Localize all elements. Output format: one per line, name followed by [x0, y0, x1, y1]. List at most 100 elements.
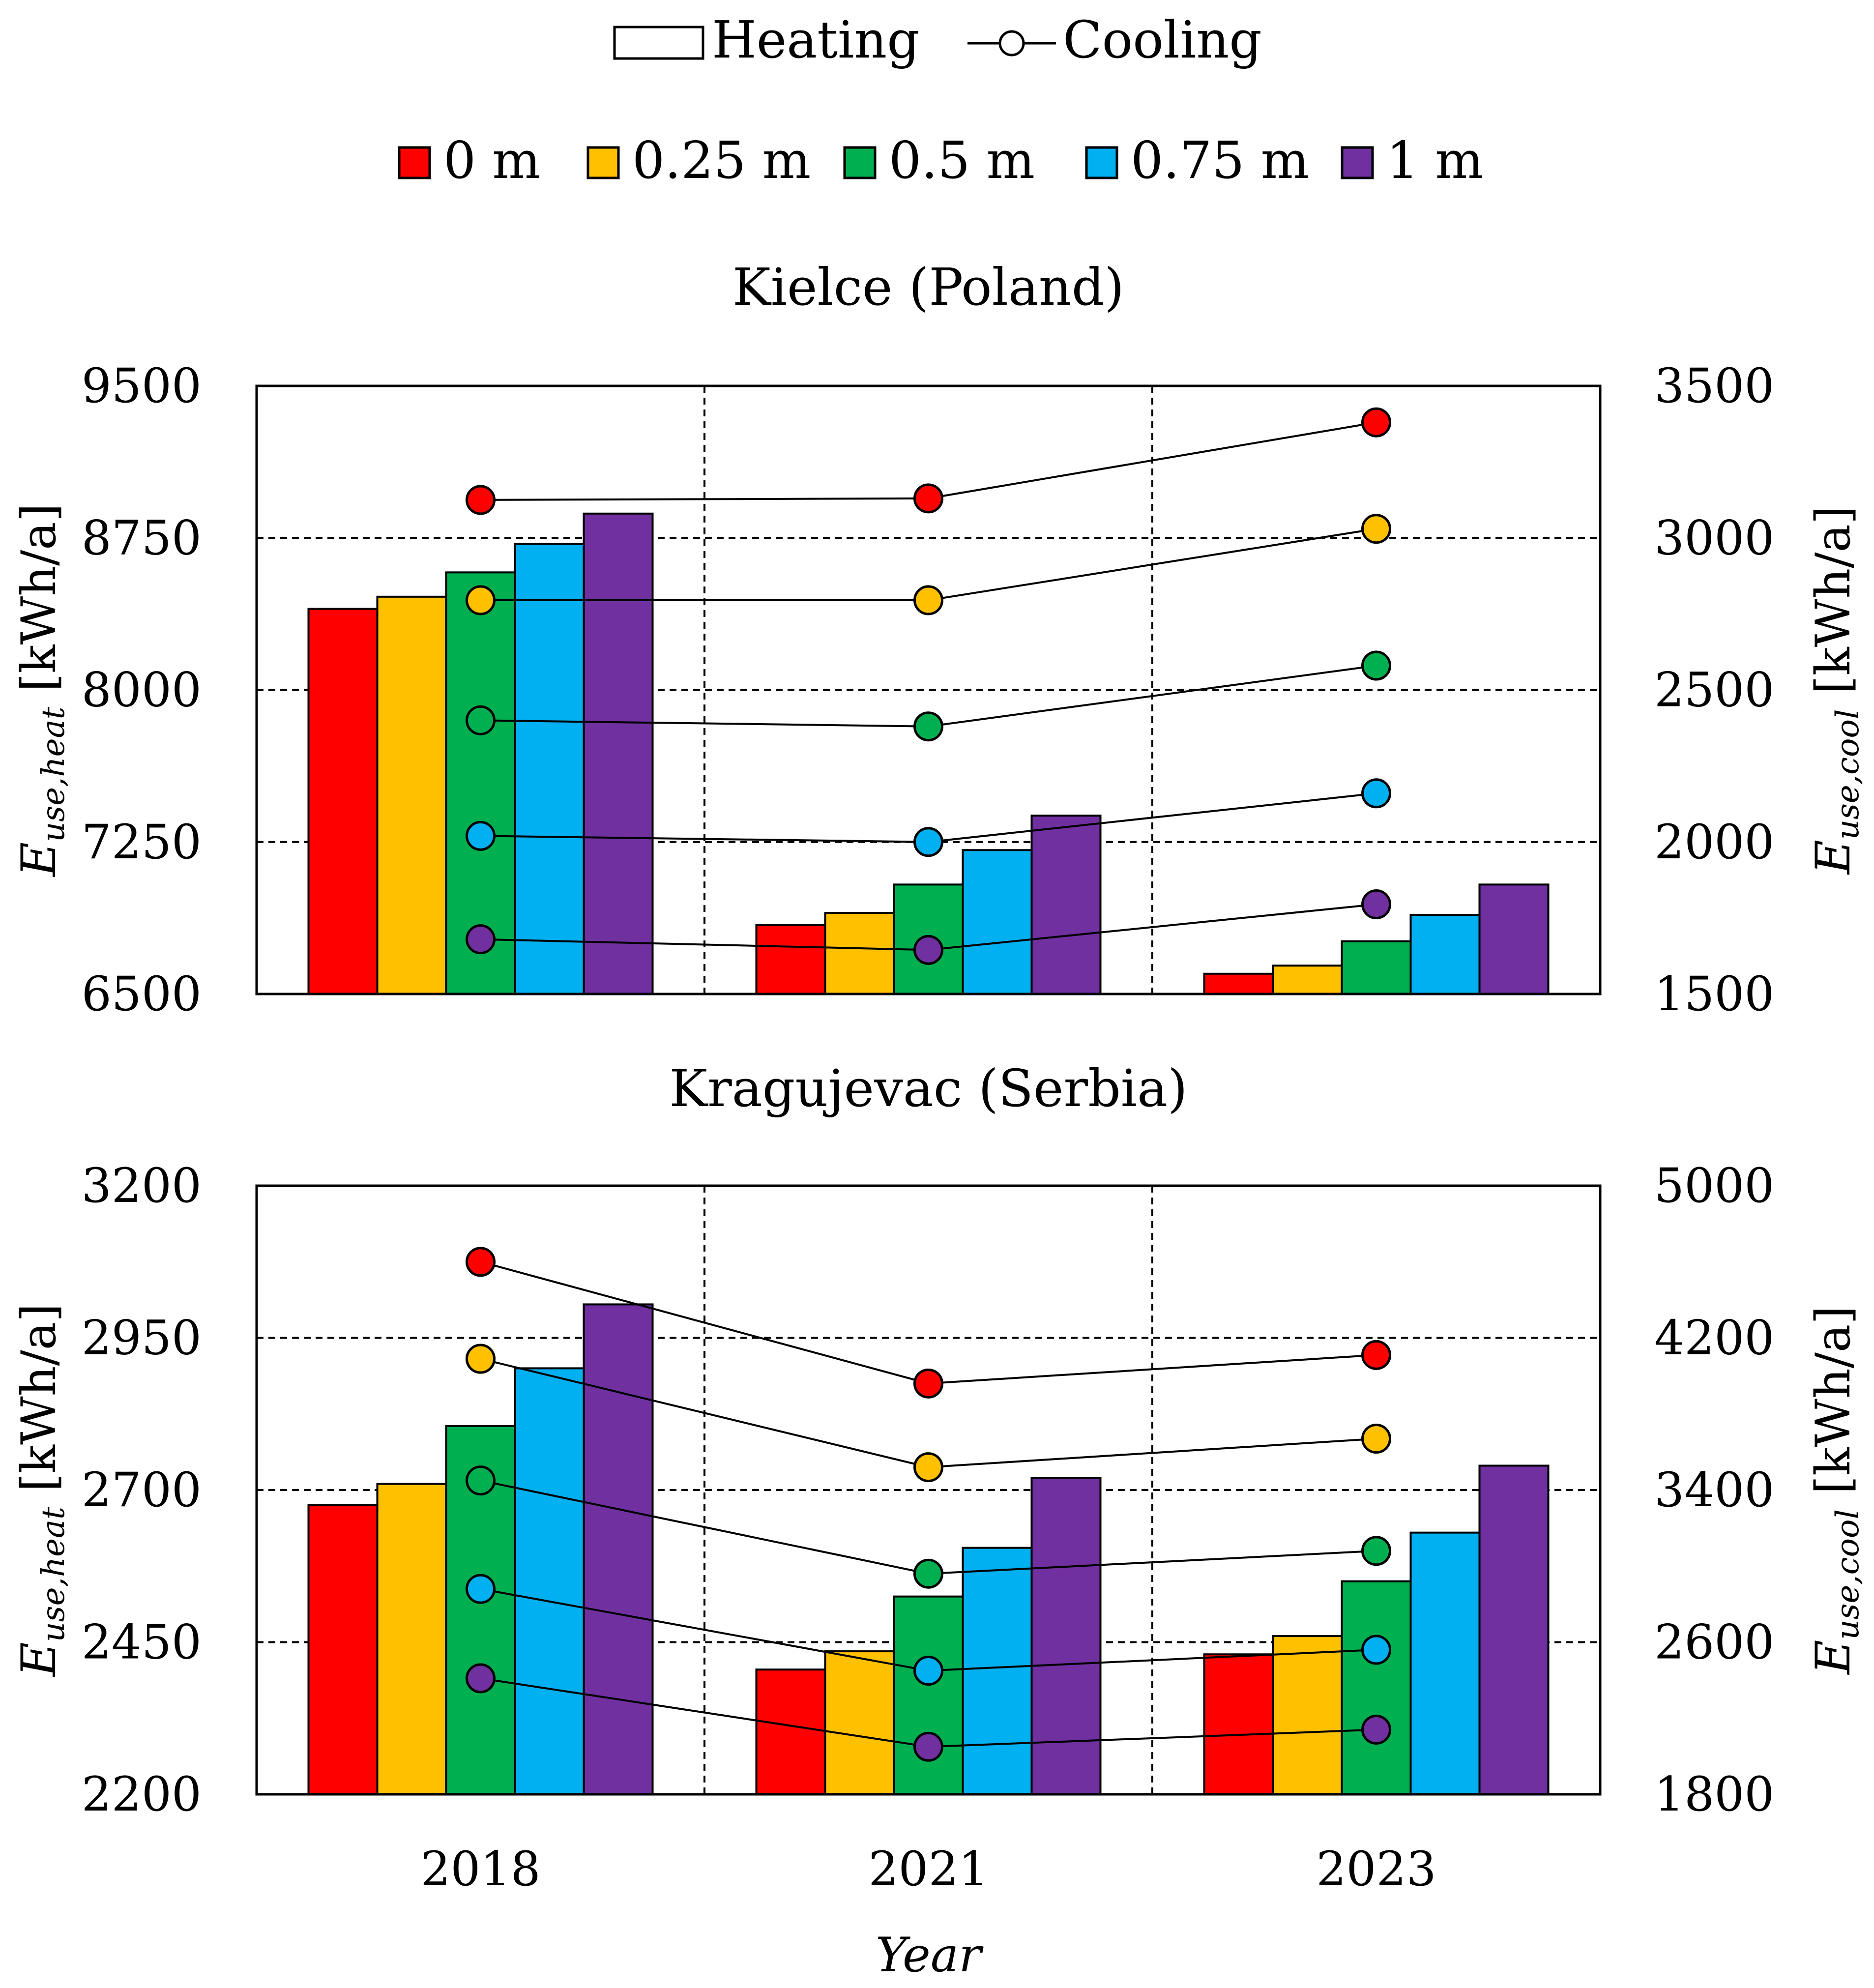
ytick-left-1-4: 3200: [82, 1158, 202, 1213]
legend-swatch-2: [843, 146, 877, 179]
panel-1: Kragujevac (Serbia) 2200 2450 2700 2950 3200 1…: [11, 1058, 1866, 1983]
bar-heating-1-2-1: [893, 1595, 964, 1795]
bar-heating-1-0-2: [1203, 1653, 1274, 1795]
marker-cooling-0-0-0: [466, 485, 496, 515]
bar-heating-1-3-0: [514, 1367, 585, 1795]
ytick-right-0-2: 2500: [1654, 663, 1774, 718]
ytick-left-1-0: 2200: [82, 1767, 202, 1822]
marker-cooling-0-3-0: [466, 820, 496, 851]
marker-cooling-0-1-0: [466, 585, 496, 615]
bar-heating-1-3-2: [1409, 1531, 1481, 1795]
legend-cooling-label: Cooling: [1063, 10, 1262, 70]
panel-0: Kielce (Poland) 6500 7250 8000 8750 9500 1500 2…: [11, 257, 1866, 1022]
legend-cooling-marker: [998, 30, 1025, 57]
marker-cooling-1-4-0: [466, 1663, 496, 1694]
legend-swatch-0: [398, 146, 431, 179]
bar-heating-1-3-1: [962, 1547, 1033, 1796]
bar-heating-1-4-0: [583, 1303, 654, 1795]
ytick-right-0-3: 3000: [1654, 510, 1774, 565]
bar-heating-0-3-0: [514, 543, 585, 995]
marker-cooling-0-0-1: [913, 483, 943, 514]
legend-label-1: 0.25 m: [632, 130, 811, 190]
bar-heating-0-4-1: [1030, 815, 1102, 995]
ylabel-right-1: Euse,cool [kWh/a]: [1806, 1306, 1866, 1675]
xtick-0: 2018: [420, 1842, 540, 1897]
ytick-left-1-1: 2450: [82, 1615, 202, 1670]
panel-title-1: Kragujevac (Serbia): [669, 1058, 1187, 1118]
marker-cooling-1-3-0: [466, 1574, 496, 1604]
xtick-2: 2023: [1316, 1842, 1436, 1897]
ytick-right-0-0: 1500: [1654, 966, 1774, 1022]
ylabel-left-1: Euse,heat [kWh/a]: [11, 1304, 72, 1678]
ytick-left-0-1: 7250: [82, 815, 202, 870]
legend-label-3: 0.75 m: [1131, 130, 1309, 190]
ytick-left-0-2: 8000: [82, 663, 202, 718]
bar-heating-0-1-2: [1272, 965, 1343, 995]
ytick-left-0-4: 9500: [82, 358, 202, 413]
marker-cooling-1-2-0: [466, 1465, 496, 1496]
panel-title-0: Kielce (Poland): [732, 257, 1124, 317]
bar-heating-0-4-2: [1478, 883, 1550, 995]
ytick-left-1-2: 2700: [82, 1462, 202, 1518]
marker-cooling-1-4-2: [1361, 1714, 1391, 1745]
bar-heating-1-4-2: [1478, 1464, 1550, 1795]
ylabel-right-0: Euse,cool [kWh/a]: [1806, 506, 1866, 875]
bar-heating-0-3-2: [1409, 914, 1481, 995]
ytick-right-1-3: 4200: [1654, 1311, 1774, 1366]
legend-heating-swatch: [613, 26, 704, 60]
ytick-right-1-1: 2600: [1654, 1615, 1774, 1670]
bar-heating-0-0-0: [307, 608, 379, 995]
marker-cooling-1-3-2: [1361, 1635, 1391, 1665]
bar-heating-0-3-1: [962, 849, 1033, 995]
marker-cooling-1-1-2: [1361, 1424, 1391, 1454]
marker-cooling-1-0-2: [1361, 1340, 1391, 1370]
ytick-right-1-0: 1800: [1654, 1767, 1774, 1822]
legend-swatch-4: [1341, 146, 1374, 179]
bar-heating-0-4-0: [583, 512, 654, 995]
legend-label-4: 1 m: [1386, 130, 1484, 190]
bar-heating-1-2-2: [1341, 1580, 1412, 1795]
marker-cooling-0-2-0: [466, 705, 496, 735]
plot-frame-0: [255, 384, 1602, 995]
marker-cooling-0-4-1: [913, 935, 943, 965]
ytick-right-1-4: 5000: [1654, 1158, 1774, 1213]
marker-cooling-0-1-1: [913, 585, 943, 615]
bar-heating-0-0-1: [755, 924, 826, 995]
legend-label-0: 0 m: [443, 130, 541, 190]
ytick-left-1-3: 2950: [82, 1311, 202, 1366]
marker-cooling-0-3-1: [913, 827, 943, 857]
legend-label-2: 0.5 m: [889, 130, 1035, 190]
marker-cooling-1-0-1: [913, 1368, 943, 1399]
marker-cooling-1-1-1: [913, 1452, 943, 1483]
bar-heating-0-1-0: [376, 595, 447, 995]
marker-cooling-1-0-0: [466, 1247, 496, 1277]
ytick-right-1-2: 3400: [1654, 1462, 1774, 1518]
x-axis-title: Year: [876, 1928, 984, 1983]
marker-cooling-0-3-2: [1361, 778, 1391, 809]
bar-heating-1-1-2: [1272, 1635, 1343, 1796]
ytick-right-0-4: 3500: [1654, 358, 1774, 413]
legend-swatch-3: [1085, 146, 1118, 179]
bar-heating-1-4-1: [1030, 1477, 1102, 1795]
ytick-left-0-0: 6500: [82, 966, 202, 1022]
bar-heating-0-0-2: [1203, 972, 1274, 995]
plot-frame-1: [255, 1184, 1602, 1796]
bar-heating-1-1-1: [824, 1650, 895, 1796]
bar-heating-0-1-1: [824, 912, 895, 995]
ytick-left-0-3: 8750: [82, 510, 202, 565]
bar-heating-1-0-0: [307, 1504, 379, 1795]
marker-cooling-1-2-2: [1361, 1536, 1391, 1566]
bar-heating-1-0-1: [755, 1668, 826, 1795]
xtick-1: 2021: [868, 1842, 988, 1897]
legend-swatch-1: [586, 146, 620, 179]
marker-cooling-1-3-1: [913, 1656, 943, 1686]
marker-cooling-0-2-2: [1361, 650, 1391, 681]
ylabel-left-0: Euse,heat [kWh/a]: [11, 503, 72, 877]
bar-heating-1-1-0: [376, 1483, 447, 1796]
marker-cooling-1-4-1: [913, 1731, 943, 1762]
marker-cooling-0-4-2: [1361, 889, 1391, 920]
marker-cooling-0-4-0: [466, 924, 496, 955]
bar-heating-0-2-2: [1341, 940, 1412, 995]
marker-cooling-1-2-1: [913, 1558, 943, 1589]
